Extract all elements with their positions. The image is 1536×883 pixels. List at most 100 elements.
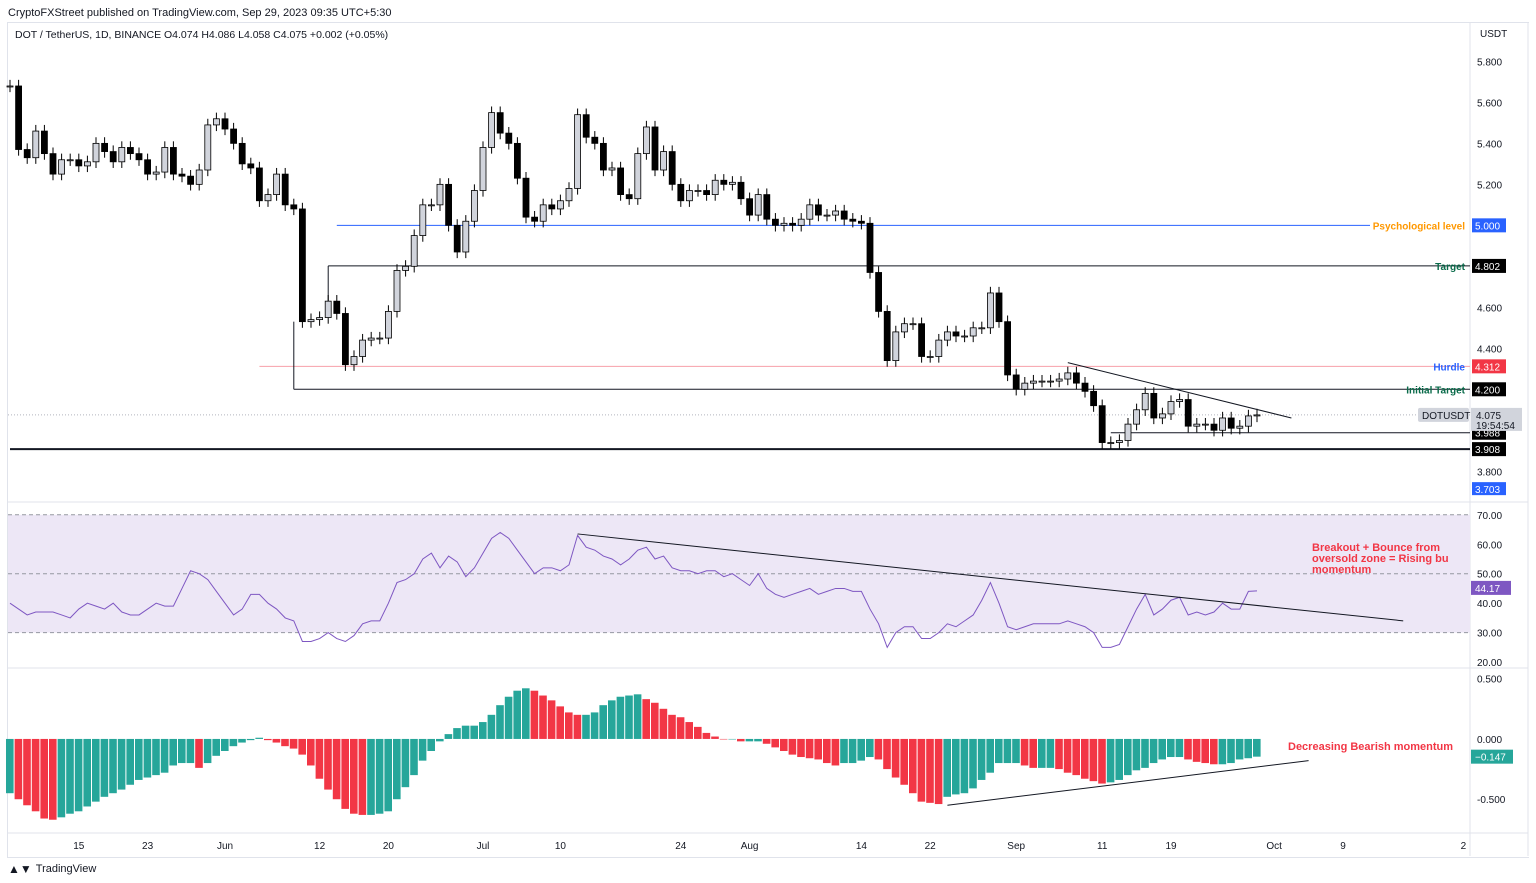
histogram-bar: [496, 705, 504, 739]
histogram-bar: [513, 690, 521, 739]
histogram-bar: [771, 738, 779, 748]
candle-body: [41, 130, 48, 155]
histogram-bar: [1227, 738, 1235, 764]
histogram-bar: [668, 714, 676, 739]
histogram-bar: [74, 738, 83, 812]
candle-body: [273, 173, 281, 196]
candle-body: [1116, 440, 1123, 443]
symbol-legend[interactable]: DOT / TetherUS, 1D, BINANCE O4.074 H4.08…: [15, 29, 389, 41]
tradingview-logo[interactable]: ▲▼ TradingView: [8, 862, 96, 876]
y-tick-label: 5.200: [1477, 180, 1502, 191]
histogram-bar: [1184, 738, 1192, 760]
histogram-bar: [891, 738, 900, 778]
histogram-bar: [711, 736, 719, 739]
level-price-tag: [1472, 218, 1506, 233]
candle-body: [1021, 382, 1029, 390]
candle-body: [677, 183, 685, 202]
histogram-bar: [986, 738, 994, 773]
candle-body: [729, 181, 736, 185]
chart-frame: [7, 22, 1529, 858]
candle-body: [574, 114, 581, 189]
histogram-bar: [556, 706, 564, 739]
histogram-bar: [178, 738, 186, 764]
candle-body: [737, 181, 745, 200]
candle-body: [488, 112, 496, 148]
candle-body: [109, 151, 117, 163]
candle-body: [1081, 382, 1089, 392]
candle-body: [763, 194, 771, 220]
histogram-bar: [900, 738, 908, 785]
candle-body: [858, 220, 865, 224]
candle-body: [918, 323, 925, 357]
histogram-bar: [659, 708, 668, 739]
level-price-tag: [1472, 258, 1506, 273]
candle-body: [15, 85, 23, 150]
level-price-tag-text: 4.200: [1475, 385, 1500, 396]
level-label: Initial Target: [1406, 385, 1465, 396]
histogram-bar: [1029, 738, 1037, 768]
candle-body: [307, 319, 315, 323]
candle-body: [1064, 372, 1072, 380]
histogram-bar: [246, 738, 255, 741]
histogram-bar: [229, 738, 238, 747]
histogram-bar: [1063, 738, 1072, 773]
histogram-bar: [1235, 738, 1244, 760]
histogram-bar: [479, 722, 487, 739]
level-price-tag-text: 4.312: [1475, 362, 1500, 373]
histogram-bar: [1210, 738, 1218, 765]
candle-body: [1184, 399, 1192, 427]
candle-body: [1141, 392, 1149, 411]
candle-body: [350, 356, 358, 366]
histogram-bar: [522, 688, 530, 739]
candle-body: [32, 130, 40, 159]
histogram-bar: [530, 690, 539, 739]
rsi-annotation-line: momentum: [1312, 564, 1372, 576]
histogram-bar: [470, 725, 478, 739]
histogram-bar: [848, 738, 857, 764]
candle-body: [901, 323, 908, 333]
candle-body: [1227, 417, 1235, 429]
candle-body: [298, 208, 306, 323]
x-tick-label: Sep: [1007, 841, 1025, 852]
histogram-bar: [66, 738, 74, 814]
candle-body: [754, 194, 762, 216]
candle-body: [161, 147, 169, 173]
candle-body: [987, 292, 994, 329]
candle-body: [1245, 415, 1252, 427]
histogram-bar: [83, 738, 91, 807]
histogram-bar: [866, 738, 874, 758]
candle-body: [772, 218, 779, 226]
candle-body: [539, 204, 547, 222]
candle-body: [815, 204, 822, 216]
histogram-annotation: Decreasing Bearish momentum: [1288, 741, 1453, 753]
histogram-bar: [195, 738, 203, 768]
candle-body: [522, 177, 530, 218]
histogram-bar: [6, 738, 14, 794]
histogram-bar: [307, 738, 315, 766]
candle-body: [600, 142, 607, 171]
currency-label[interactable]: USDT: [1480, 29, 1508, 40]
histogram-bar: [298, 738, 306, 755]
histogram-bar: [582, 714, 590, 739]
candle-body: [1202, 423, 1209, 426]
candle-body: [204, 124, 212, 171]
candle-body: [101, 142, 108, 152]
histogram-bar: [539, 695, 547, 739]
candle-body: [1219, 417, 1226, 431]
histogram-bar: [934, 738, 943, 805]
histogram-bar: [1141, 738, 1149, 768]
candle-body: [746, 198, 753, 216]
candle-body: [806, 204, 814, 220]
candle-body: [720, 179, 728, 185]
y-tick-label: 40.00: [1477, 599, 1502, 610]
histogram-bar: [823, 738, 831, 764]
histogram-bar: [676, 717, 685, 739]
candle-body: [591, 136, 599, 144]
candle-body: [427, 204, 435, 207]
candle-body: [127, 147, 134, 155]
candle-body: [178, 173, 186, 177]
y-tick-label: 5.800: [1477, 57, 1502, 68]
histogram-bar: [960, 738, 969, 794]
